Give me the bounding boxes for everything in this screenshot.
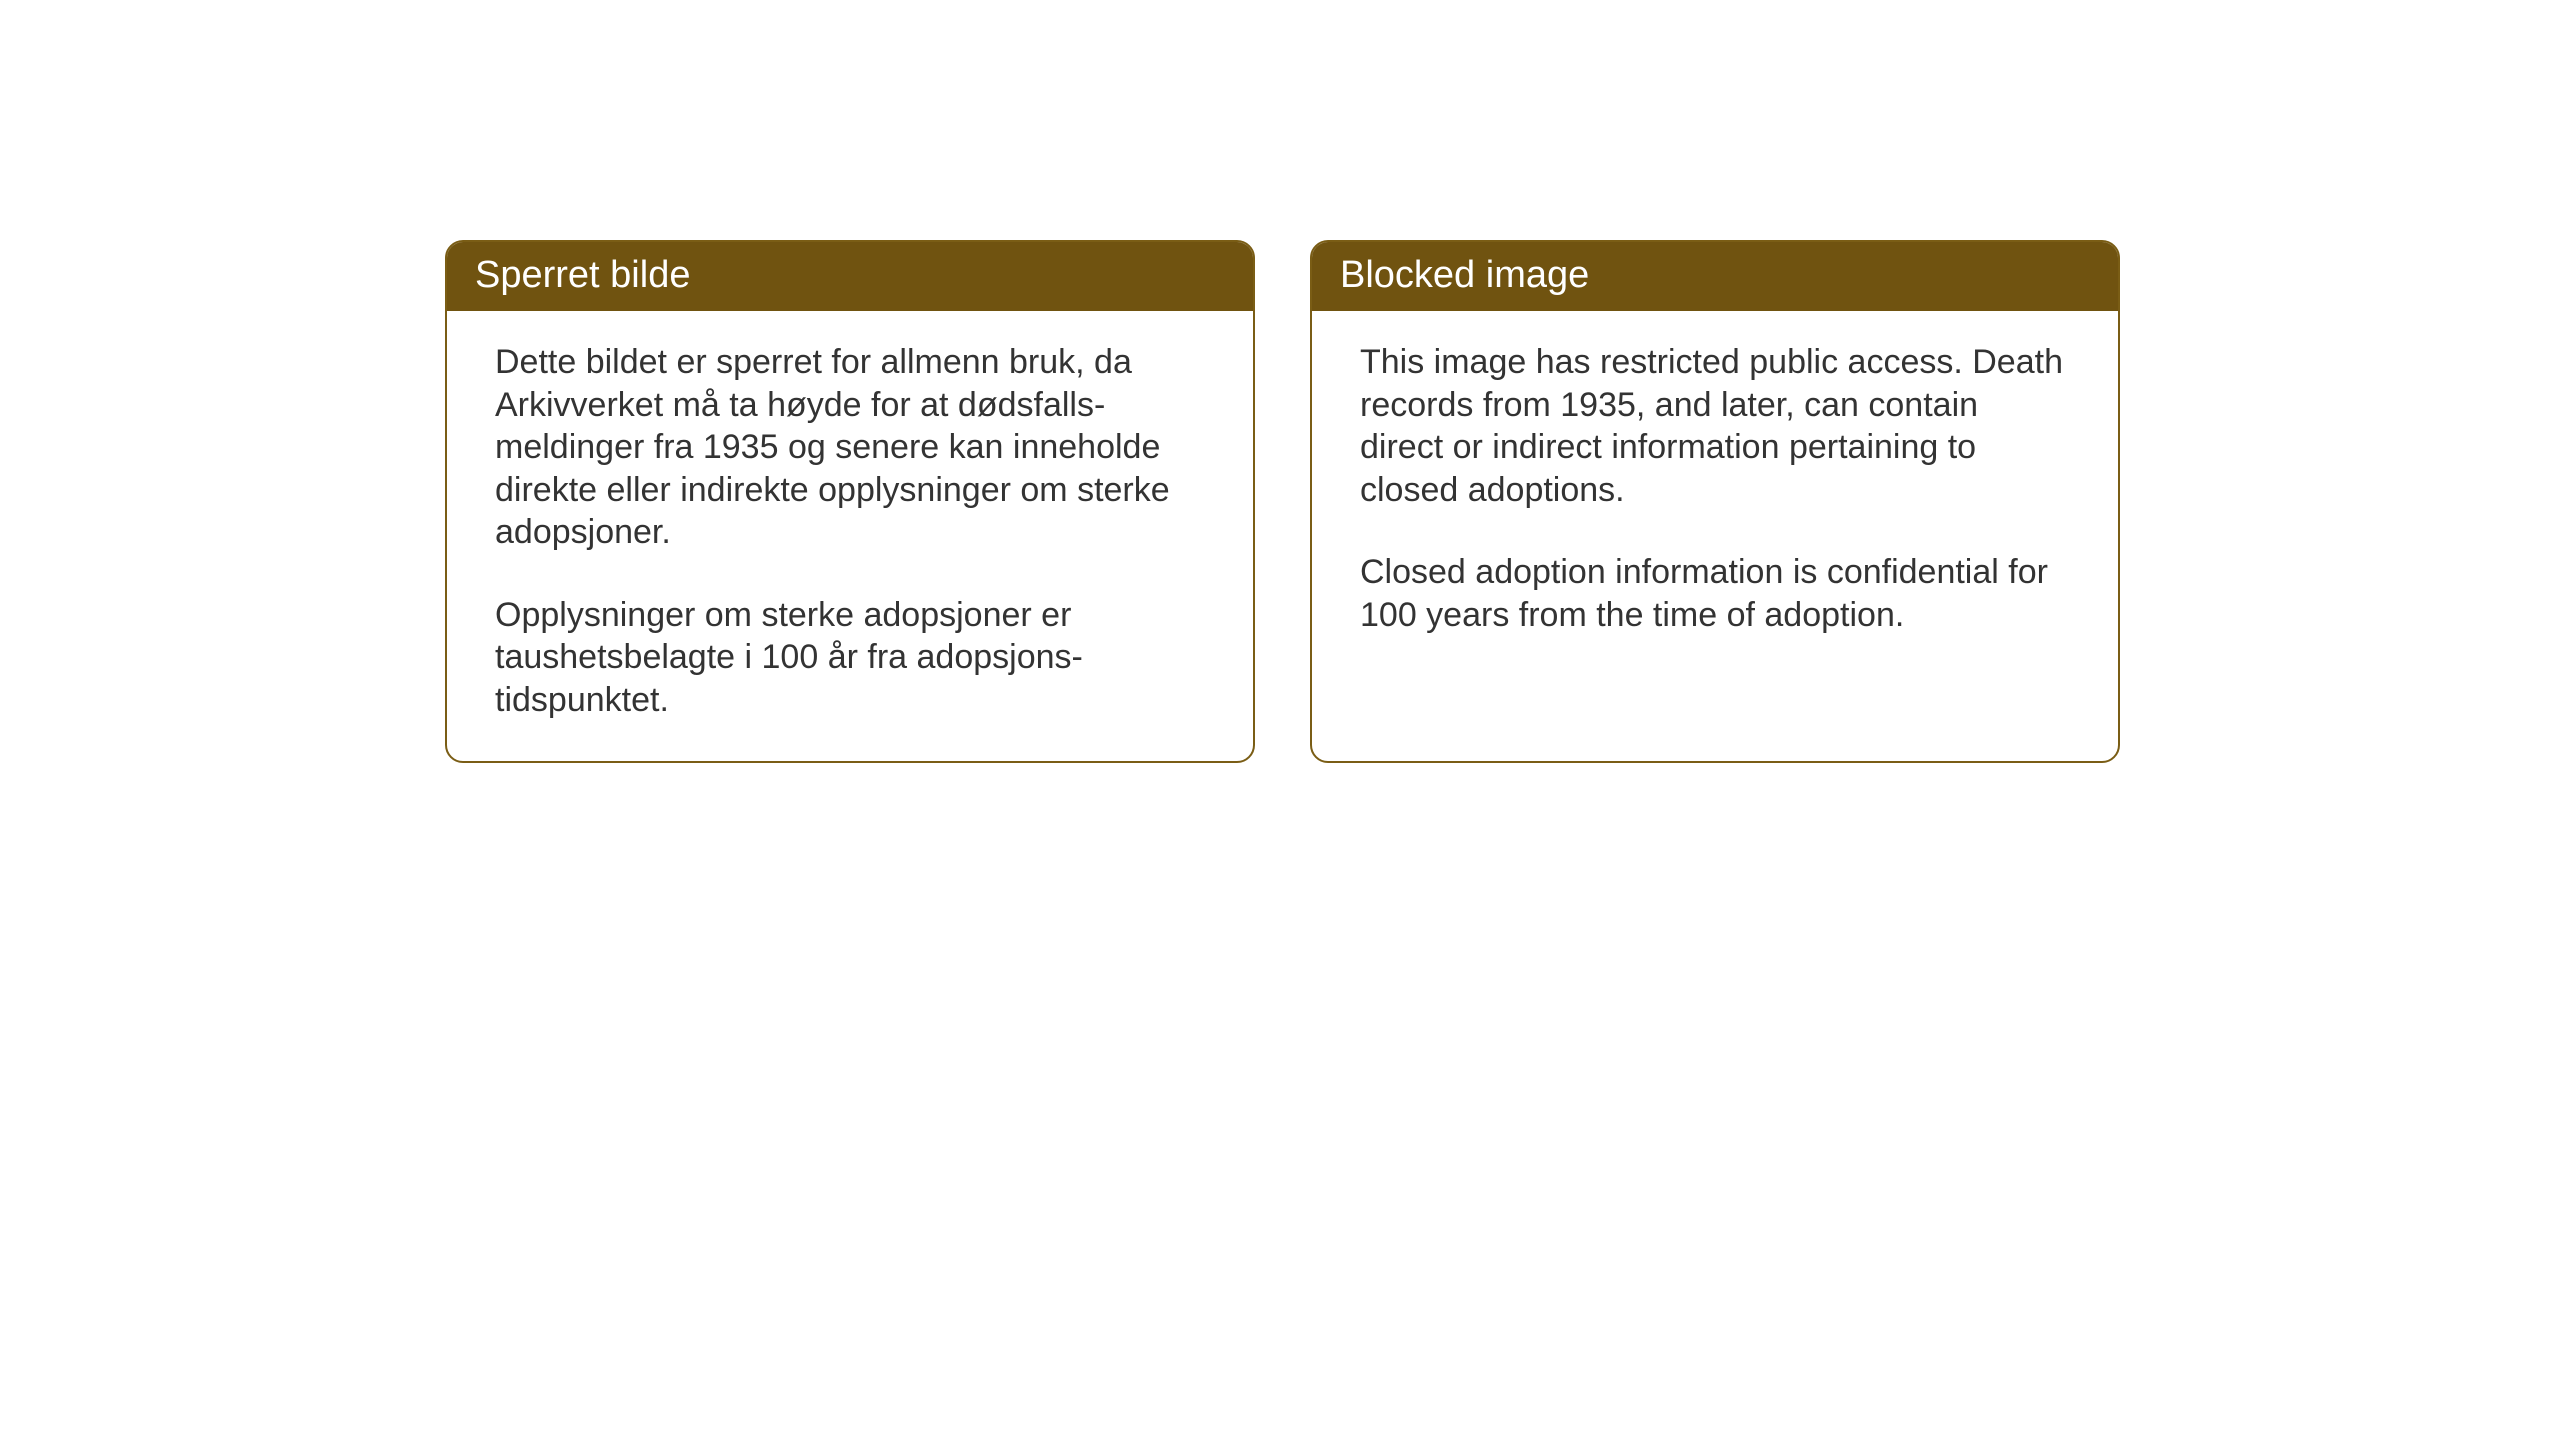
card-english-header: Blocked image xyxy=(1312,242,2118,311)
card-english-paragraph-2: Closed adoption information is confident… xyxy=(1360,551,2070,636)
card-english: Blocked image This image has restricted … xyxy=(1310,240,2120,763)
card-norwegian-header: Sperret bilde xyxy=(447,242,1253,311)
card-english-body: This image has restricted public access.… xyxy=(1312,311,2118,751)
card-norwegian-paragraph-2: Opplysninger om sterke adopsjoner er tau… xyxy=(495,594,1205,722)
card-norwegian-title: Sperret bilde xyxy=(475,254,690,296)
card-english-title: Blocked image xyxy=(1340,254,1589,296)
card-norwegian-paragraph-1: Dette bildet er sperret for allmenn bruk… xyxy=(495,341,1205,554)
card-norwegian-body: Dette bildet er sperret for allmenn bruk… xyxy=(447,311,1253,761)
card-english-paragraph-1: This image has restricted public access.… xyxy=(1360,341,2070,511)
card-norwegian: Sperret bilde Dette bildet er sperret fo… xyxy=(445,240,1255,763)
cards-container: Sperret bilde Dette bildet er sperret fo… xyxy=(445,240,2120,763)
